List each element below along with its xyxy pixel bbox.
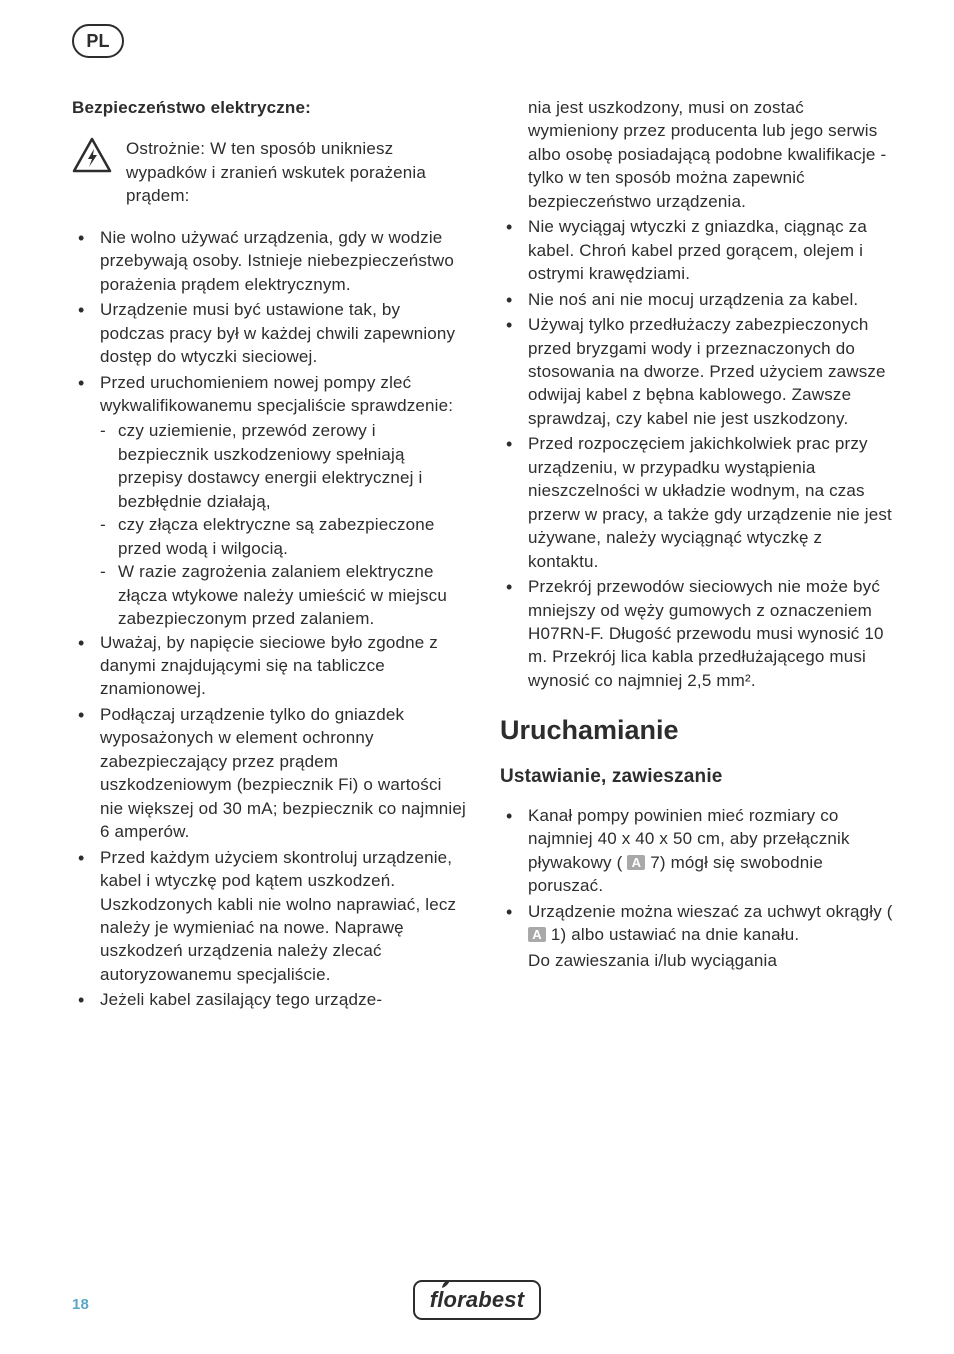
warning-block: Ostrożnie: W ten sposób unikniesz wypadk… [72, 137, 466, 207]
list-subitem: czy uziemienie, przewód zerowy i bezpiec… [72, 419, 466, 513]
list-item: Przed uruchomieniem nowej pompy zleć wyk… [72, 371, 466, 418]
list-item: Przed każdym użyciem skontroluj urządzen… [72, 846, 466, 987]
left-list-1: Nie wolno używać urządzenia, gdy w wodzi… [72, 226, 466, 1012]
right-list: Nie wyciągaj wtyczki z gniazdka, ciągnąc… [500, 215, 894, 692]
list-item: Podłączaj urządzenie tylko do gniazdek w… [72, 703, 466, 844]
list-subitem: W razie zagrożenia zalaniem elektryczne … [72, 560, 466, 630]
right-column: nia jest uszkodzony, musi on zostać wymi… [500, 96, 894, 1014]
page-number: 18 [72, 1295, 89, 1316]
list-item: Urządzenie można wieszać za uchwyt okrąg… [500, 900, 894, 947]
text-fragment: 1) albo ustawiać na dnie kanału. [546, 925, 799, 944]
list-item: Nie wolno używać urządzenia, gdy w wodzi… [72, 226, 466, 296]
list-item: Nie wyciągaj wtyczki z gniazdka, ciągnąc… [500, 215, 894, 285]
list-item: Przekrój przewodów sieciowych nie może b… [500, 575, 894, 692]
list-subitem: czy złącza elektryczne są zabezpieczone … [72, 513, 466, 560]
shock-triangle-icon [72, 137, 112, 173]
main-content: Bezpieczeństwo elektryczne: Ostrożnie: W… [72, 96, 894, 1014]
logo-text: florabest [430, 1285, 524, 1315]
section-heading: Uruchamianie [500, 712, 894, 749]
language-code: PL [86, 29, 109, 54]
continuation-text: nia jest uszkodzony, musi on zostać wymi… [500, 96, 894, 213]
list-item: Urządzenie musi być ustawione tak, by po… [72, 298, 466, 368]
brand-logo: florabest [413, 1280, 541, 1320]
list-item: Przed rozpoczęciem jakichkolwiek prac pr… [500, 432, 894, 573]
text-fragment: Urządzenie można wieszać za uchwyt okrąg… [528, 902, 893, 921]
trailing-text: Do zawieszania i/lub wyciągania [500, 949, 894, 972]
list-item: Uważaj, by napięcie sieciowe było zgodne… [72, 631, 466, 701]
list-item: Kanał pompy powinien mieć rozmiary co na… [500, 804, 894, 898]
setup-list: Kanał pompy powinien mieć rozmiary co na… [500, 804, 894, 947]
safety-heading: Bezpieczeństwo elektryczne: [72, 96, 466, 119]
footer: 18 florabest [0, 1280, 954, 1320]
warning-text: Ostrożnie: W ten sposób unikniesz wypadk… [126, 137, 466, 207]
language-tab: PL [72, 24, 124, 58]
list-item: Używaj tylko przedłużaczy zabezpieczonyc… [500, 313, 894, 430]
list-item: Nie noś ani nie mocuj urządzenia za kabe… [500, 288, 894, 311]
list-item: Jeżeli kabel zasilający tego urządze- [72, 988, 466, 1011]
ref-badge: A [627, 855, 645, 870]
leaf-icon [441, 1279, 451, 1289]
left-column: Bezpieczeństwo elektryczne: Ostrożnie: W… [72, 96, 466, 1014]
ref-badge: A [528, 927, 546, 942]
subsection-heading: Ustawianie, zawieszanie [500, 764, 894, 790]
